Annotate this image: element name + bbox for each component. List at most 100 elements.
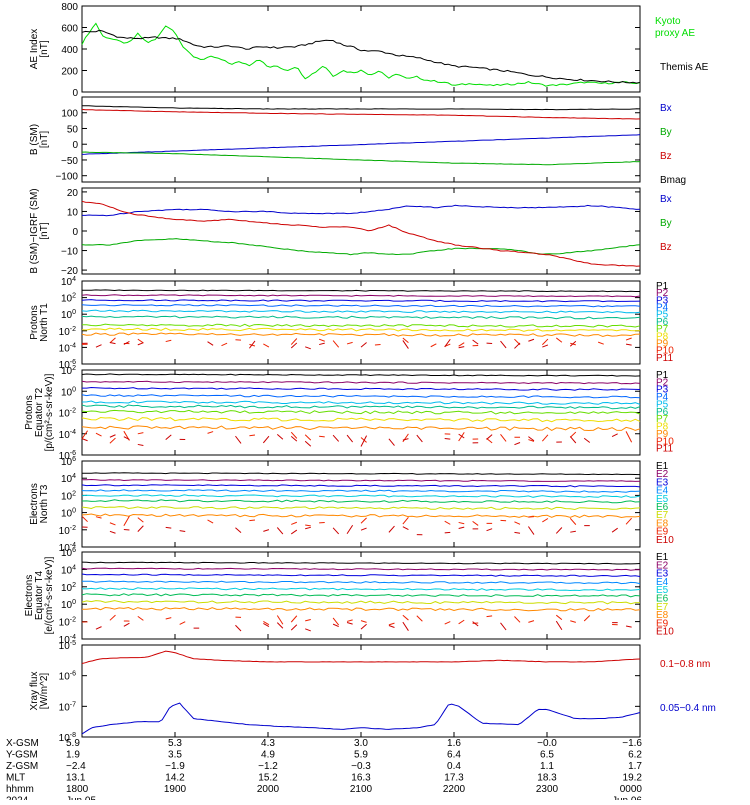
ytick-label-protons_t2: 10-2 [59, 408, 76, 420]
level-dash-electrons_t3-8 [403, 517, 409, 524]
xaxis-tick-value: 2000 [257, 784, 280, 795]
level-dash-protons_t1-10 [138, 343, 144, 345]
ytick-label-protons_t1: 100 [61, 309, 76, 321]
xaxis-tick-value: 17.3 [444, 773, 464, 784]
level-line-protons_t2-3 [82, 395, 640, 398]
level-dash-electrons_t4-8 [180, 622, 186, 625]
level-line-electrons_t3-5 [82, 500, 640, 503]
level-dash-electrons_t3-9 [166, 527, 172, 528]
xaxis-tick-value: −1.2 [258, 761, 278, 772]
level-line-electrons_t4-7 [82, 608, 640, 611]
ytick-label-protons_t1: 10-4 [59, 342, 76, 354]
level-dash-electrons_t4-8 [305, 619, 311, 620]
level-line-electrons_t4-1 [82, 568, 640, 570]
level-line-protons_t1-4 [82, 310, 640, 313]
legend-entry-ae: Kyoto [655, 16, 681, 27]
level-dash-protons_t1-9 [459, 343, 465, 347]
level-dash-electrons_t4-9 [556, 621, 562, 630]
ytick-label-protons_t2: 100 [61, 386, 76, 398]
level-dash-electrons_t3-9 [235, 528, 241, 533]
level-dash-protons_t2-9 [319, 436, 325, 437]
ytick-label-bsm: −50 [61, 156, 78, 167]
level-dash-protons_t1-9 [626, 338, 632, 340]
level-dash-protons_t2-10 [584, 438, 590, 442]
level-line-electrons_t3-7 [82, 514, 640, 518]
level-dash-electrons_t4-9 [291, 625, 297, 630]
level-line-electrons_t4-2 [82, 574, 640, 577]
level-dash-protons_t2-10 [333, 435, 339, 441]
ytick-label-ae: 400 [61, 45, 78, 56]
level-dash-protons_t2-10 [166, 435, 172, 440]
level-dash-electrons_t3-8 [305, 525, 311, 526]
level-line-electrons_t4-0 [82, 562, 640, 564]
level-dash-electrons_t4-9 [235, 625, 241, 631]
level-dash-electrons_t4-8 [459, 620, 465, 624]
xaxis-tick-value: 1.1 [540, 761, 554, 772]
legend-entry-bigrf: Bx [660, 194, 672, 205]
level-dash-protons_t1-9 [542, 339, 548, 345]
level-dash-electrons_t4-9 [347, 623, 353, 625]
level-dash-protons_t2-10 [347, 435, 353, 442]
level-line-protons_t2-8 [82, 426, 640, 431]
level-dash-protons_t2-9 [208, 432, 214, 434]
level-dash-electrons_t3-8 [514, 522, 520, 525]
level-dash-protons_t1-10 [361, 343, 367, 348]
level-dash-electrons_t4-8 [166, 618, 172, 619]
level-line-electrons_t3-1 [82, 480, 640, 482]
level-line-protons_t1-5 [82, 316, 640, 319]
level-line-protons_t2-4 [82, 401, 640, 404]
ylabel-protons_t1: North T1 [39, 303, 50, 342]
series-line-xray-0 [82, 651, 640, 663]
level-dash-protons_t2-10 [445, 438, 451, 439]
level-dash-electrons_t3-9 [514, 532, 520, 533]
level-dash-protons_t1-9 [333, 341, 339, 348]
xaxis-tick-value: 2300 [536, 784, 559, 795]
level-dash-electrons_t3-8 [445, 521, 451, 524]
xaxis-row-label: X-GSM [6, 738, 39, 749]
xaxis-tick-value: 5.9 [66, 738, 80, 749]
ytick-label-xray: 10-6 [59, 671, 76, 683]
level-dash-electrons_t4-8 [347, 620, 353, 622]
level-dash-protons_t1-10 [626, 344, 632, 345]
level-dash-electrons_t3-9 [403, 527, 409, 530]
level-dash-electrons_t3-8 [291, 522, 297, 524]
level-dash-protons_t2-10 [138, 444, 144, 445]
series-line-bsm-2 [82, 109, 640, 119]
xaxis-tick-value: 4.9 [261, 750, 275, 761]
xaxis-tick-value: 19.2 [623, 773, 643, 784]
level-dash-electrons_t3-8 [110, 523, 116, 525]
ytick-label-bsm: 100 [61, 109, 78, 120]
level-dash-protons_t2-9 [501, 434, 507, 441]
xaxis-tick-value: 18.3 [537, 773, 557, 784]
level-line-protons_t1-3 [82, 305, 640, 307]
legend-entry-bigrf: By [660, 218, 672, 229]
level-line-electrons_t3-2 [82, 485, 640, 487]
level-dash-protons_t1-10 [473, 340, 479, 344]
legend-entry-protons_t2: P11 [656, 444, 673, 455]
ytick-label-electrons_t3: 104 [61, 473, 76, 485]
level-dash-protons_t2-10 [82, 439, 88, 441]
legend-entry-ae: proxy AE [655, 28, 695, 39]
level-dash-protons_t2-9 [626, 431, 632, 442]
level-dash-protons_t1-10 [459, 347, 465, 348]
level-dash-electrons_t3-9 [570, 531, 576, 532]
level-dash-electrons_t3-8 [473, 521, 479, 525]
xaxis-tick-value: Jun 06 [612, 796, 642, 801]
legend-entry-bsm: Bmag [660, 175, 686, 186]
level-dash-electrons_t3-9 [138, 526, 144, 532]
xaxis-tick-value: 1.9 [66, 750, 80, 761]
level-dash-electrons_t4-9 [305, 629, 311, 631]
legend-entry-bigrf: Bz [660, 242, 672, 253]
level-dash-protons_t2-9 [459, 432, 465, 441]
ylabel-xray: [W/m^2] [39, 673, 50, 710]
level-line-protons_t1-1 [82, 295, 640, 297]
level-dash-protons_t1-9 [222, 343, 228, 345]
level-dash-electrons_t3-9 [487, 529, 493, 531]
ytick-label-electrons_t3: 10-2 [59, 525, 76, 537]
xaxis-tick-value: 13.1 [66, 773, 86, 784]
series-line-bsm-0 [82, 135, 640, 155]
ytick-label-xray: 10-5 [59, 640, 76, 652]
series-line-ae-1 [82, 30, 640, 83]
xaxis-tick-value: 15.2 [258, 773, 278, 784]
level-line-electrons_t3-3 [82, 490, 640, 492]
